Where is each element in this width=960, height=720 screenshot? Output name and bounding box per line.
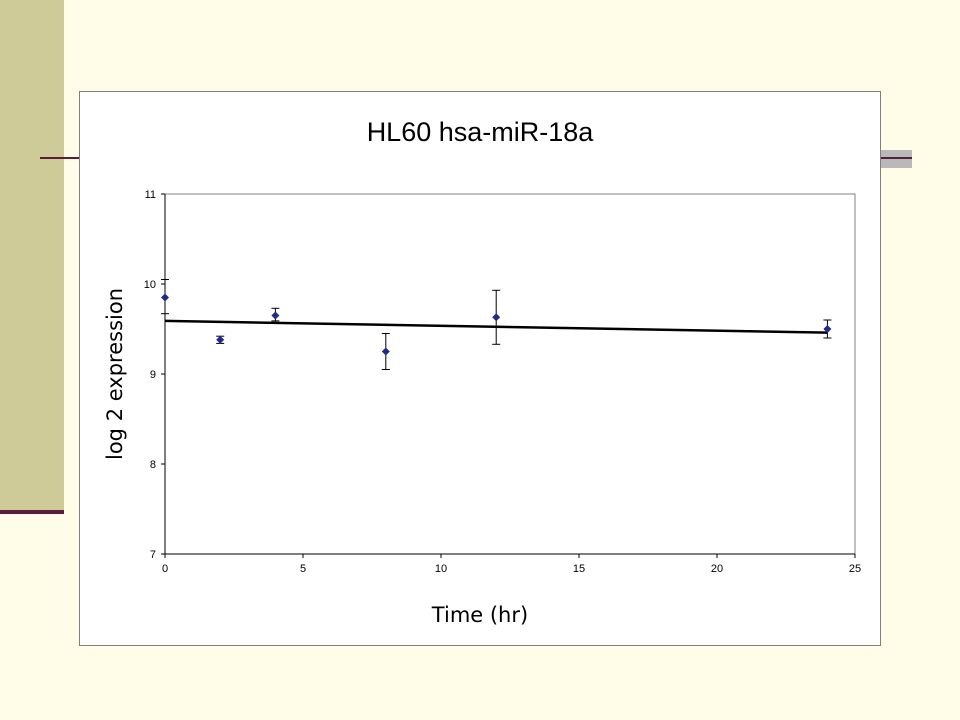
accent-line-right <box>880 157 912 159</box>
data-point <box>161 293 169 302</box>
y-axis-label: log 2 expression <box>103 288 127 460</box>
accent-box-right <box>880 150 912 168</box>
sidebar-base-line <box>0 510 64 514</box>
y-tick-label: 10 <box>144 279 156 291</box>
data-point <box>823 325 832 333</box>
accent-line-left <box>40 157 80 159</box>
y-tick-label: 7 <box>150 549 156 561</box>
y-tick-label: 8 <box>150 459 156 471</box>
y-tick-label: 9 <box>150 369 156 381</box>
sidebar-band <box>0 0 64 511</box>
x-ticks: 0 5 10 15 20 25 <box>162 554 861 575</box>
data-point <box>381 347 390 356</box>
y-ticks: 7 8 9 10 11 <box>144 189 165 561</box>
data-points <box>161 279 832 370</box>
plot-area <box>164 193 856 555</box>
data-point <box>271 311 280 320</box>
x-tick-label: 15 <box>573 563 585 575</box>
x-axis-label: Time (hr) <box>431 603 528 627</box>
x-tick-label: 20 <box>711 563 723 575</box>
x-tick-label: 10 <box>435 563 447 575</box>
y-tick-label: 11 <box>145 189 156 201</box>
data-point <box>492 313 501 322</box>
chart-svg: HL60 hsa-miR-18a 7 8 9 10 11 0 5 10 15 20 25 Time… <box>103 117 861 627</box>
x-tick-label: 5 <box>300 563 306 575</box>
data-point <box>216 335 225 344</box>
chart-title: HL60 hsa-miR-18a <box>367 117 595 147</box>
x-tick-label: 0 <box>162 563 168 575</box>
x-tick-label: 25 <box>849 563 861 575</box>
chart-frame: HL60 hsa-miR-18a 7 8 9 10 11 0 5 10 15 20 25 Time… <box>79 91 881 646</box>
